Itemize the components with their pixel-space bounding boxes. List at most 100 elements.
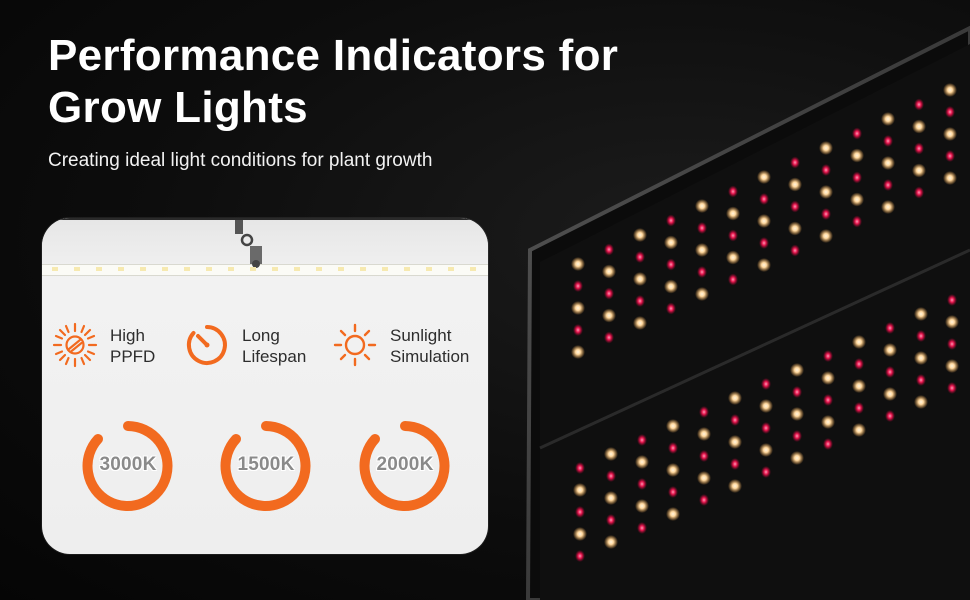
ring-2000k: 2000K bbox=[355, 416, 455, 516]
rail-led bbox=[184, 267, 190, 271]
red-led bbox=[792, 386, 802, 398]
warm-led bbox=[881, 200, 895, 214]
feature-label: High PPFD bbox=[110, 325, 155, 367]
warm-led bbox=[571, 257, 585, 271]
rail-led bbox=[52, 267, 58, 271]
red-led bbox=[761, 466, 771, 478]
red-led bbox=[916, 374, 926, 386]
warm-led bbox=[666, 419, 680, 433]
warm-led bbox=[633, 272, 647, 286]
warm-led bbox=[759, 443, 773, 457]
warm-led bbox=[757, 170, 771, 184]
red-led bbox=[573, 324, 583, 336]
sun-burst-icon bbox=[52, 322, 98, 368]
red-led bbox=[823, 350, 833, 362]
red-led bbox=[885, 322, 895, 334]
warm-led bbox=[852, 335, 866, 349]
red-led bbox=[666, 302, 676, 315]
red-led bbox=[947, 294, 957, 306]
red-led bbox=[635, 251, 645, 263]
warm-led bbox=[726, 250, 740, 265]
hanging-hook-icon bbox=[42, 218, 488, 268]
red-led bbox=[759, 237, 769, 249]
ring-row: 3000K 1500K 2000K bbox=[42, 416, 488, 516]
ring-label: 2000K bbox=[376, 454, 434, 475]
warm-led bbox=[571, 345, 585, 359]
warm-led bbox=[819, 185, 833, 199]
red-led bbox=[606, 470, 616, 482]
warm-led bbox=[573, 527, 587, 541]
red-led bbox=[916, 330, 926, 342]
feature-label-line2: PPFD bbox=[110, 347, 156, 366]
rail-led bbox=[272, 267, 278, 271]
red-led bbox=[914, 142, 924, 155]
red-led bbox=[666, 214, 676, 227]
red-led bbox=[604, 331, 614, 344]
red-led bbox=[885, 366, 895, 378]
feature-row: High PPFD Long Lifespan bbox=[42, 318, 488, 378]
red-led bbox=[883, 179, 893, 191]
red-led bbox=[761, 422, 771, 434]
red-led bbox=[666, 258, 676, 271]
red-led bbox=[730, 458, 740, 470]
warm-led bbox=[695, 243, 709, 257]
warm-led bbox=[728, 391, 742, 405]
rail-led bbox=[74, 267, 80, 271]
red-led bbox=[668, 442, 678, 454]
rail-led bbox=[338, 267, 344, 271]
red-led bbox=[883, 135, 893, 147]
red-led bbox=[823, 438, 833, 450]
red-led bbox=[852, 127, 862, 140]
warm-led bbox=[757, 214, 771, 228]
warm-led bbox=[945, 315, 959, 329]
warm-led bbox=[604, 491, 618, 505]
rail-led bbox=[118, 267, 124, 271]
warm-led bbox=[914, 351, 928, 365]
warm-led bbox=[728, 435, 742, 449]
warm-led bbox=[883, 387, 897, 401]
red-led bbox=[575, 550, 585, 562]
feature-label-line1: Sunlight bbox=[390, 326, 452, 345]
red-led bbox=[790, 200, 800, 213]
red-led bbox=[945, 106, 955, 118]
red-led bbox=[761, 378, 771, 390]
progress-ring-icon bbox=[220, 421, 311, 511]
warm-led bbox=[850, 148, 864, 163]
warm-led bbox=[697, 427, 711, 441]
red-led bbox=[697, 222, 707, 234]
rail-led bbox=[206, 267, 212, 271]
red-led bbox=[573, 280, 583, 292]
warm-led bbox=[881, 112, 895, 126]
red-led bbox=[575, 462, 585, 474]
warm-led bbox=[602, 308, 616, 323]
red-led bbox=[699, 494, 709, 506]
red-led bbox=[637, 434, 647, 446]
warm-led bbox=[790, 451, 804, 465]
feature-label: Long Lifespan bbox=[242, 325, 306, 367]
warm-led bbox=[852, 423, 866, 437]
warm-led bbox=[912, 119, 926, 134]
ring-label: 1500K bbox=[237, 454, 295, 475]
red-led bbox=[821, 164, 831, 176]
feature-label-line1: Long bbox=[242, 326, 280, 345]
red-led bbox=[606, 514, 616, 526]
red-led bbox=[637, 478, 647, 490]
warm-led bbox=[666, 507, 680, 521]
red-led bbox=[914, 186, 924, 199]
red-led bbox=[947, 382, 957, 394]
light-bar-photo bbox=[42, 218, 488, 280]
rail-led bbox=[294, 267, 300, 271]
warm-led bbox=[571, 301, 585, 315]
warm-led bbox=[943, 127, 957, 141]
page-title: Performance Indicators for Grow Lights bbox=[48, 30, 618, 134]
red-led bbox=[635, 295, 645, 307]
led-array bbox=[571, 83, 959, 562]
warm-led bbox=[695, 199, 709, 213]
rail-led bbox=[448, 267, 454, 271]
red-led bbox=[728, 185, 738, 198]
red-led bbox=[885, 410, 895, 422]
rail-led bbox=[360, 267, 366, 271]
red-led bbox=[945, 150, 955, 162]
warm-led bbox=[912, 163, 926, 178]
